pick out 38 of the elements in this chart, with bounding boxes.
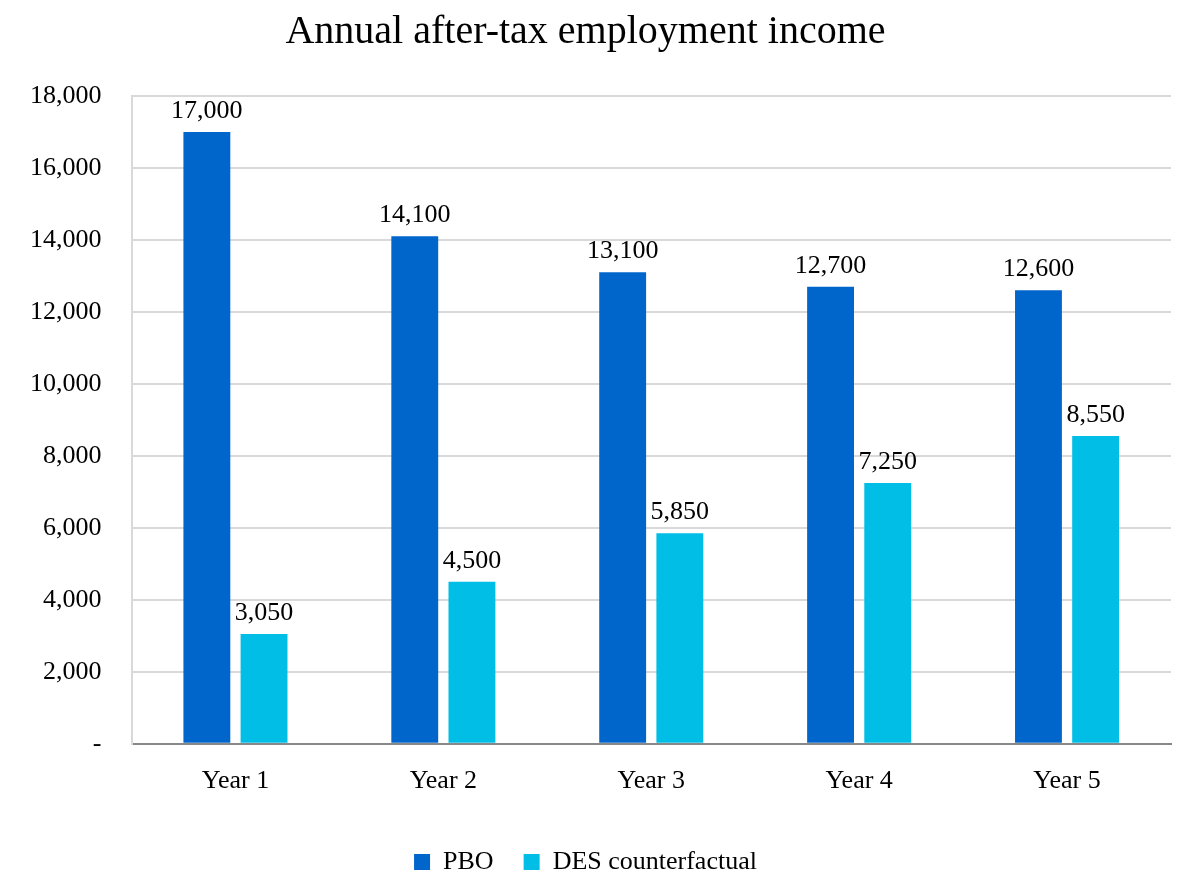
bar	[1015, 290, 1062, 743]
x-tick-label: Year 3	[617, 765, 685, 795]
x-tick-label: Year 1	[201, 765, 270, 795]
bar	[807, 286, 854, 743]
y-tick-label: 6,000	[43, 511, 102, 541]
bar	[1072, 436, 1120, 743]
y-tick-label: 10,000	[30, 367, 102, 397]
legend-label: PBO	[443, 845, 494, 875]
data-label: 8,550	[1066, 398, 1125, 428]
y-tick-label: -	[92, 727, 102, 757]
x-tick-label: Year 2	[409, 765, 478, 795]
data-label: 14,100	[379, 199, 451, 229]
y-tick-label: 16,000	[30, 151, 102, 181]
data-label: 17,000	[171, 94, 243, 124]
data-label: 5,850	[650, 496, 710, 526]
y-tick-label: 4,000	[43, 583, 102, 613]
bar	[864, 482, 912, 743]
data-label: 13,100	[586, 235, 659, 265]
y-tick-label: 8,000	[43, 439, 102, 469]
x-tick-label: Year 4	[825, 765, 893, 795]
y-tick-label: 18,000	[30, 79, 102, 109]
y-tick-label: 14,000	[30, 223, 102, 253]
chart-title: Annual after-tax employment income	[285, 6, 886, 52]
bar	[448, 581, 496, 743]
data-label: 3,050	[234, 596, 294, 626]
legend-label: DES counterfactual	[552, 845, 757, 875]
data-label: 12,600	[1002, 253, 1075, 283]
data-label: 4,500	[442, 544, 502, 574]
y-tick-label: 2,000	[43, 655, 102, 685]
data-label: 7,250	[858, 445, 917, 475]
bar	[599, 272, 647, 743]
bar	[183, 131, 231, 743]
bar	[240, 634, 288, 743]
bar	[391, 236, 439, 743]
x-tick-label: Year 5	[1033, 765, 1101, 795]
y-tick-label: 12,000	[30, 295, 102, 325]
bar	[656, 533, 704, 743]
data-label: 12,700	[794, 249, 867, 279]
